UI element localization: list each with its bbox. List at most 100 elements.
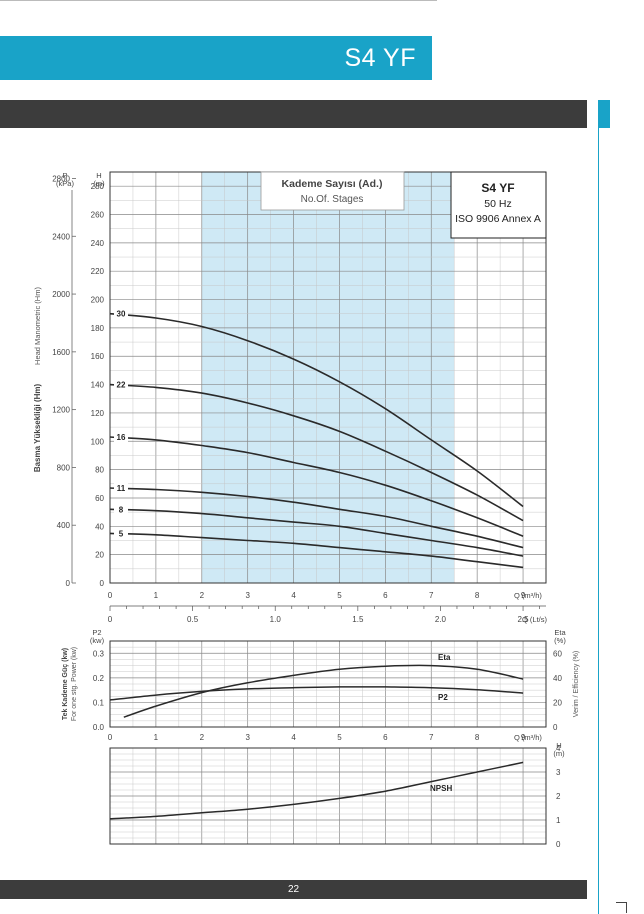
p-tick-label: 2400	[52, 232, 70, 241]
model-legend-box: S4 YF 50 Hz ISO 9906 Annex A	[450, 171, 547, 239]
eta-tick-label: 40	[553, 674, 562, 683]
p-tick-label: 2800	[52, 174, 70, 183]
curve-label-bg	[114, 432, 128, 443]
curve-label-bg	[114, 483, 128, 494]
npsh-chart: 0 1 2 3 4H(m) NPSH	[109, 741, 565, 849]
h-tick-label: 180	[91, 324, 105, 333]
p-axis-unit: (kPa)	[56, 179, 74, 188]
x-tick-label: 5	[337, 733, 342, 742]
h-tick-label: 100	[91, 437, 105, 446]
curve-npsh	[109, 761, 524, 820]
npsh-tick-label: 1	[556, 816, 561, 825]
p2-curve-label: P2	[438, 693, 448, 702]
legend-standard: ISO 9906 Annex A	[455, 213, 541, 225]
curve-label-bg	[114, 528, 128, 539]
top-rule	[0, 0, 437, 1]
h-tick-label: 260	[91, 211, 105, 220]
eta-axis-label: Eta	[554, 628, 566, 637]
p-tick-label: 400	[57, 521, 71, 530]
p-tick-label: 0	[66, 579, 71, 588]
curve-label-30: 30	[117, 310, 126, 319]
npsh-tick-label: 4	[556, 744, 561, 753]
h-tick-label: 140	[91, 381, 105, 390]
x2-tick-label: 0	[108, 615, 113, 624]
highlight-band	[201, 172, 455, 583]
h-tick-label: 240	[91, 239, 105, 248]
x-tick-label: 3	[245, 733, 250, 742]
h-tick-label: 200	[91, 296, 105, 305]
x-tick-label: 1	[154, 733, 159, 742]
stages-box: Kademe Sayısı (Ad.) No.Of. Stages	[260, 171, 405, 211]
p-tick-label: 1200	[52, 406, 70, 415]
curve-30-stages	[109, 312, 524, 508]
curve-label-bg	[114, 308, 128, 319]
x2-tick-label: 0.5	[187, 615, 199, 624]
eta-axis-unit: (%)	[554, 636, 566, 645]
npsh-tick-label: 3	[556, 768, 561, 777]
x-tick-label: 2	[200, 733, 205, 742]
x2-tick-label: 2.0	[435, 615, 447, 624]
plot-frame	[109, 747, 547, 845]
x-tick-label: 0	[108, 591, 113, 600]
legend-frequency: 50 Hz	[484, 198, 511, 210]
legend-model: S4 YF	[481, 181, 514, 195]
x2-tick-label: 2.5	[517, 615, 529, 624]
h-axis-label: H	[96, 171, 101, 180]
p-tick-label: 800	[57, 463, 71, 472]
x2-axis-label: Q (Lt/s)	[522, 615, 548, 624]
x-tick-label: 5	[337, 591, 342, 600]
p2-axis-unit: (kw)	[90, 636, 105, 645]
page-number: 22	[287, 884, 300, 895]
npsh-axis-unit: (m)	[553, 749, 565, 758]
x-tick-label: 7	[429, 733, 434, 742]
x2-tick-label: 1.5	[352, 615, 364, 624]
power-axis-title-en: For one stg. Power (kw)	[71, 647, 78, 721]
curve-p2	[109, 686, 524, 701]
x-tick-label: 0	[108, 733, 113, 742]
header-bar	[0, 100, 587, 128]
x-axis-label: Q (m³/h)	[514, 591, 542, 600]
curve-8-stages	[109, 508, 524, 557]
x-tick-label: 4	[291, 733, 296, 742]
x-tick-label: 6	[383, 733, 388, 742]
page-title: S4 YF	[344, 44, 416, 72]
y-axis-title-en: Head Manometric (Hm)	[33, 287, 42, 365]
npsh-axis-label: H	[556, 741, 561, 750]
corner-mark	[616, 902, 627, 913]
p-tick-label: 2000	[52, 290, 70, 299]
eta-tick-label: 60	[553, 649, 562, 658]
curve-label-bg	[114, 379, 128, 390]
h-axis-unit: (m)	[93, 179, 105, 188]
h-tick-label: 0	[100, 579, 105, 588]
npsh-curve-label: NPSH	[430, 784, 452, 793]
eta-tick-label: 20	[553, 698, 562, 707]
curve-label-8: 8	[119, 505, 124, 514]
plot-frame	[109, 640, 547, 728]
curve-label-22: 22	[117, 381, 126, 390]
x-tick-label: 3	[245, 591, 250, 600]
stages-title: Kademe Sayısı (Ad.)	[282, 178, 383, 190]
x-tick-label: 7	[429, 591, 434, 600]
x-tick-label: 8	[475, 733, 480, 742]
h-tick-label: 160	[91, 352, 105, 361]
x2-tick-label: 1.0	[270, 615, 282, 624]
p2-tick-label: 0.2	[93, 674, 105, 683]
p-tick-label: 1600	[52, 348, 70, 357]
efficiency-axis-title: Verim / Efficiency (%)	[573, 651, 580, 717]
curve-eta	[123, 664, 524, 718]
side-rule	[598, 128, 599, 914]
x-tick-label: 2	[200, 591, 205, 600]
p2-tick-label: 0.3	[93, 649, 105, 658]
x-axis-label: Q (m³/h)	[514, 733, 542, 742]
title-bar: S4 YF	[0, 36, 432, 80]
eta-tick-label: 0	[553, 723, 558, 732]
x-tick-label: 6	[383, 591, 388, 600]
curve-label-16: 16	[117, 433, 126, 442]
p2-tick-label: 0.1	[93, 698, 105, 707]
npsh-tick-label: 2	[556, 792, 561, 801]
h-tick-label: 40	[95, 522, 104, 531]
h-tick-label: 20	[95, 551, 104, 560]
h-tick-label: 60	[95, 494, 104, 503]
y-axis-title-tr: Basma Yüksekliği (Hm)	[33, 384, 42, 473]
